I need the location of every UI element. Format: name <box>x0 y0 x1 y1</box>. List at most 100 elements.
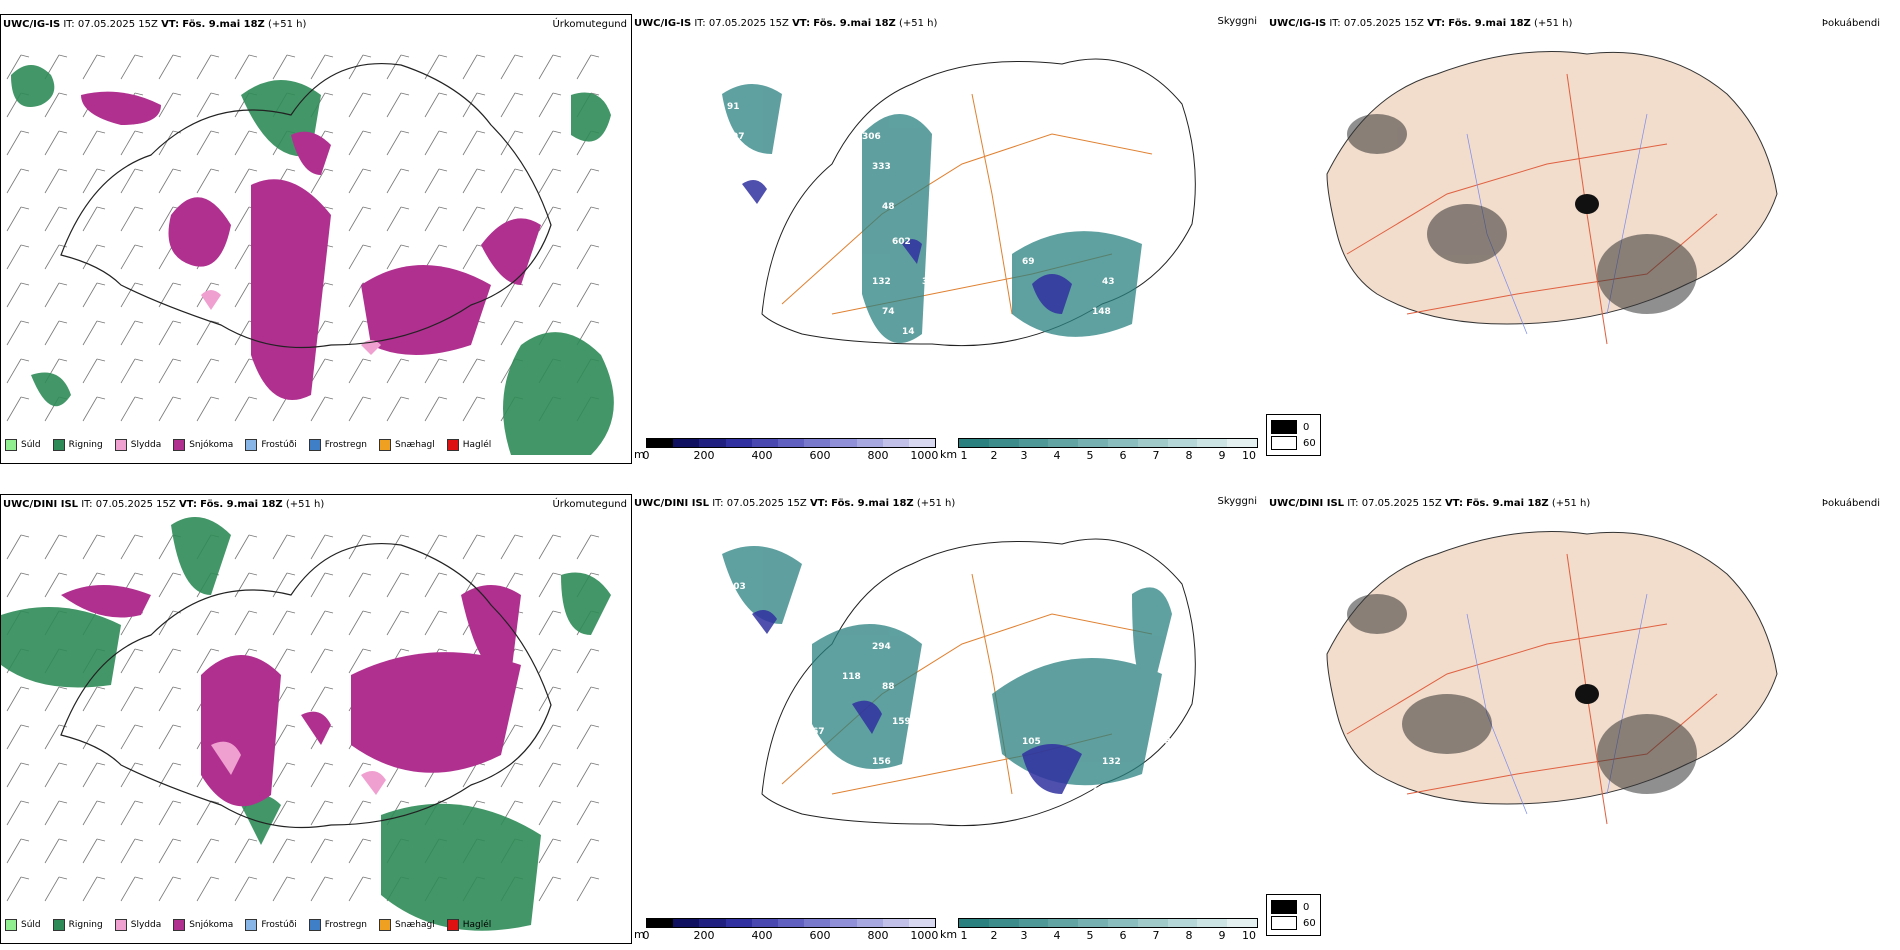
wind-barb-flag <box>552 92 562 96</box>
wind-barb <box>82 838 98 864</box>
wind-barb <box>158 838 174 864</box>
wind-barb-flag <box>172 282 182 286</box>
wind-barb <box>348 168 364 194</box>
visibility-colorbar: km 1 2 3 4 5 6 7 8 9 10 <box>940 918 1258 942</box>
cloud-base-value: 333 <box>872 162 891 172</box>
wind-barb-flag <box>172 396 182 400</box>
wind-barb <box>6 762 22 788</box>
colorbar-swatches <box>646 918 936 928</box>
wind-barb <box>424 572 440 598</box>
wind-barb-flag <box>476 358 486 362</box>
wind-barb-flag <box>514 648 524 652</box>
wind-barb-flag <box>552 724 562 728</box>
wind-barb-flag <box>96 244 106 248</box>
wind-barb <box>82 800 98 826</box>
wind-barb <box>576 876 592 902</box>
wind-barb-flag <box>362 168 372 172</box>
fog-legend: 0 60 <box>1266 414 1321 456</box>
wind-barb <box>386 396 402 422</box>
wind-barb <box>234 572 250 598</box>
wind-barb-flag <box>552 648 562 652</box>
cloud-base-value: 132 <box>872 277 891 287</box>
wind-barb <box>386 130 402 156</box>
wind-barb <box>538 168 554 194</box>
wind-barb <box>6 358 22 384</box>
wind-barb-flag <box>134 396 144 400</box>
wind-barb <box>500 282 516 308</box>
wind-barb <box>196 838 212 864</box>
wind-barb-flag <box>476 168 486 172</box>
wind-barb <box>386 572 402 598</box>
wind-barb-flag <box>324 358 334 362</box>
colorbar-unit: km <box>940 448 958 461</box>
colorbar-unit: km <box>940 928 958 941</box>
wind-barb-flag <box>476 534 486 538</box>
legend-swatch <box>173 919 186 931</box>
wind-barb <box>82 320 98 346</box>
wind-barb <box>234 320 250 346</box>
wind-barb-flag <box>362 54 372 58</box>
wind-barb-flag <box>590 168 600 172</box>
legend-item: Frostregn <box>308 919 367 931</box>
legend-swatch <box>114 439 127 451</box>
wind-barb <box>6 800 22 826</box>
wind-barb <box>348 876 364 902</box>
wind-barb <box>158 800 174 826</box>
wind-barb <box>424 130 440 156</box>
fog-index-panel-top: UWC/IG-IS IT: 07.05.2025 15Z VT: Fös. 9.… <box>1267 14 1900 464</box>
wind-barb-flag <box>552 800 562 804</box>
wind-barb-flag <box>286 648 296 652</box>
wind-barb-flag <box>476 800 486 804</box>
wind-barb <box>158 648 174 674</box>
wind-barb-flag <box>514 800 524 804</box>
wind-barb <box>158 724 174 750</box>
wind-barb-flag <box>58 724 68 728</box>
wind-barb-flag <box>20 244 30 248</box>
colorbar-swatches <box>958 918 1258 928</box>
wind-barb <box>44 838 60 864</box>
wind-barb <box>6 206 22 232</box>
cloud-base-value: 74 <box>882 307 895 317</box>
wind-barb-flag <box>324 282 334 286</box>
wind-barb <box>234 206 250 232</box>
wind-barb-flag <box>438 92 448 96</box>
wind-barb <box>386 534 402 560</box>
wind-barb-flag <box>400 534 410 538</box>
wind-barb-flag <box>514 762 524 766</box>
wind-barb <box>82 534 98 560</box>
legend-swatch <box>114 919 127 931</box>
colorbar-ticks: 0 200 400 600 800 1000 <box>642 449 939 462</box>
wind-barb <box>120 724 136 750</box>
wind-barb-flag <box>514 168 524 172</box>
wind-barb <box>120 320 136 346</box>
wind-barb <box>310 54 326 80</box>
wind-barb-flag <box>58 130 68 134</box>
wind-barb-flag <box>362 244 372 248</box>
wind-barb <box>386 610 402 636</box>
legend-swatch <box>1271 420 1297 434</box>
wind-barb-flag <box>590 876 600 880</box>
wind-barb <box>576 534 592 560</box>
wind-barb <box>44 534 60 560</box>
wind-barb <box>158 534 174 560</box>
cloud-base-value: 303 <box>727 582 746 592</box>
legend-item: Rigning <box>52 919 103 931</box>
wind-barb-flag <box>590 320 600 324</box>
wind-barb-flag <box>362 534 372 538</box>
wind-barb-flag <box>400 92 410 96</box>
wind-barb <box>462 762 478 788</box>
wind-barb <box>500 320 516 346</box>
cloud-base-value: 36 <box>1152 257 1165 267</box>
panel-header: UWC/IG-IS IT: 07.05.2025 15Z VT: Fös. 9.… <box>3 19 307 30</box>
panel-header: UWC/DINI ISL IT: 07.05.2025 15Z VT: Fös.… <box>3 499 325 510</box>
cloud-base-value: 336 <box>922 277 941 287</box>
cloud-base-value: 43 <box>1102 277 1115 287</box>
wind-barb <box>6 686 22 712</box>
wind-barb-flag <box>438 244 448 248</box>
cloud-base-value: 158 <box>812 247 831 257</box>
cloud-base-value: 74 <box>1172 697 1185 707</box>
wind-barb <box>196 358 212 384</box>
wind-barb-flag <box>552 54 562 58</box>
wind-barb-flag <box>248 572 258 576</box>
panel-header: UWC/DINI ISL IT: 07.05.2025 15Z VT: Fös.… <box>1269 498 1591 509</box>
